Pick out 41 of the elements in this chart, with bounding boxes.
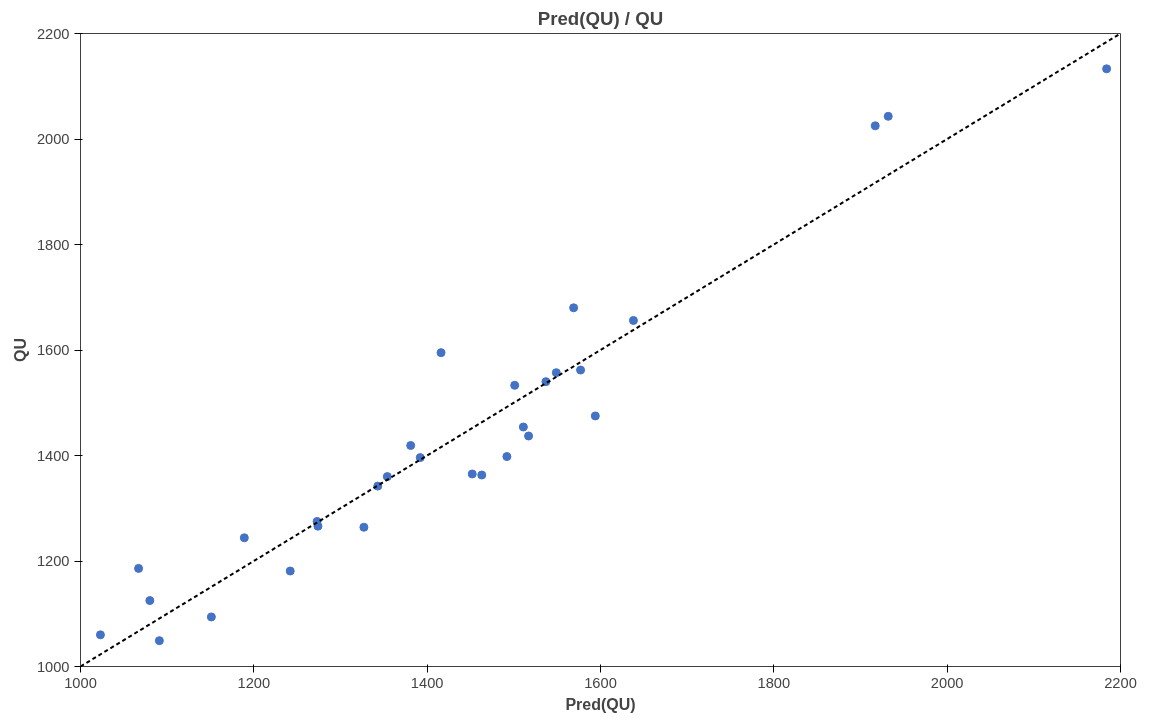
point xyxy=(502,452,512,462)
point xyxy=(206,612,216,622)
x-tick-label: 1800 xyxy=(757,674,791,691)
point xyxy=(145,596,155,606)
point xyxy=(590,411,600,421)
point xyxy=(569,303,579,313)
point xyxy=(510,380,520,390)
x-tick-label: 2200 xyxy=(1104,674,1137,691)
x-tick-label: 1000 xyxy=(64,674,97,691)
point xyxy=(628,315,638,325)
y-axis-title: QU xyxy=(11,338,29,362)
point xyxy=(883,111,893,121)
x-axis-title: Pred(QU) xyxy=(565,695,636,713)
point xyxy=(239,533,249,543)
y-tick-label: 1400 xyxy=(36,447,70,464)
point xyxy=(524,431,534,441)
point xyxy=(467,469,477,479)
x-tick-label: 1600 xyxy=(584,674,617,691)
point xyxy=(154,636,164,646)
point xyxy=(551,368,561,378)
y-tick-label: 1800 xyxy=(36,236,70,253)
point xyxy=(436,348,446,358)
point xyxy=(95,630,105,640)
point xyxy=(576,365,586,375)
x-tick-label: 1400 xyxy=(410,674,444,691)
x-tick-label: 2000 xyxy=(930,674,964,691)
x-tick-label: 1200 xyxy=(237,674,271,691)
y-tick-label: 2200 xyxy=(36,25,70,42)
chart-title: Pred(QU) / QU xyxy=(537,7,664,29)
point xyxy=(518,422,528,432)
point xyxy=(477,470,487,480)
y-tick-label: 1000 xyxy=(36,658,70,675)
point xyxy=(406,440,416,450)
point xyxy=(1102,64,1112,74)
y-tick-label: 1200 xyxy=(36,553,70,569)
point xyxy=(285,566,295,576)
y-tick-label: 1600 xyxy=(36,342,70,358)
point xyxy=(359,522,369,532)
y-tick-label: 2000 xyxy=(36,131,70,147)
point xyxy=(870,121,880,131)
point xyxy=(134,563,144,573)
